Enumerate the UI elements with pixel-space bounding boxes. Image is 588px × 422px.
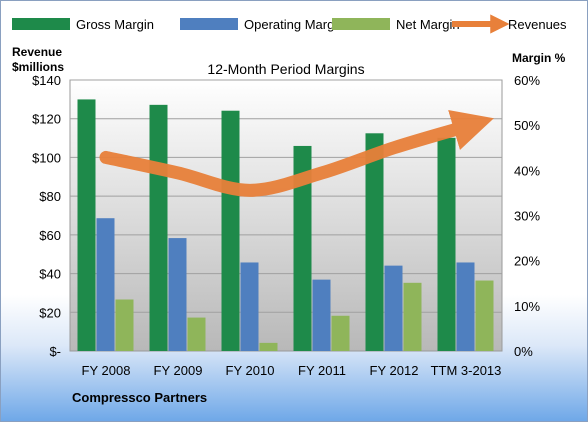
footer-company-name: Compressco Partners	[72, 390, 207, 405]
legend-label-operating-margin: Operating Margin	[244, 17, 344, 32]
left-tick-label: $120	[32, 112, 61, 127]
bar-operating-margin	[384, 265, 403, 351]
legend-label-net-margin: Net Margin	[396, 17, 460, 32]
left-tick-label: $40	[39, 267, 61, 282]
bar-net-margin	[259, 342, 278, 351]
chart-title: 12-Month Period Margins	[207, 61, 364, 77]
bar-net-margin	[475, 280, 494, 351]
bar-gross-margin	[77, 99, 96, 352]
legend: Gross Margin Operating Margin Net Margin…	[12, 14, 567, 34]
category-label: FY 2010	[226, 363, 275, 378]
right-axis-ticks: 0% 10% 20% 30% 40% 50% 60%	[514, 73, 540, 359]
revenue-series-line	[99, 110, 494, 197]
bar-net-margin	[331, 315, 350, 351]
left-axis-label-line1: Revenue	[12, 45, 62, 59]
bar-gross-margin	[149, 104, 168, 351]
left-tick-label: $20	[39, 305, 61, 320]
category-label: FY 2008	[82, 363, 131, 378]
right-tick-label: 10%	[514, 299, 540, 314]
bar-net-margin	[403, 282, 422, 351]
bar-operating-margin	[312, 279, 331, 351]
bar-gross-margin	[365, 133, 384, 351]
revenue-line	[99, 110, 494, 197]
bars	[77, 99, 494, 352]
bar-operating-margin	[240, 262, 259, 351]
category-labels: FY 2008 FY 2009 FY 2010 FY 2011 FY 2012 TTM 3…	[82, 363, 502, 378]
bar-operating-margin	[168, 238, 187, 351]
category-label: FY 2012	[370, 363, 419, 378]
right-tick-label: 30%	[514, 209, 540, 224]
bar-net-margin	[187, 317, 206, 351]
bar-gross-margin	[293, 145, 312, 351]
category-label: FY 2009	[154, 363, 203, 378]
left-tick-label: $60	[39, 228, 61, 243]
right-tick-label: 40%	[514, 163, 540, 178]
right-axis-label: Margin %	[512, 51, 566, 65]
left-tick-label: $100	[32, 150, 61, 165]
bar-operating-margin	[456, 262, 475, 351]
legend-swatch-gross-margin	[12, 18, 70, 30]
plot-area	[69, 79, 503, 352]
legend-label-gross-margin: Gross Margin	[76, 17, 154, 32]
bar-gross-margin	[221, 110, 240, 351]
legend-label-revenues: Revenues	[508, 17, 567, 32]
bar-operating-margin	[96, 218, 115, 351]
bar-gross-margin	[437, 137, 456, 351]
left-axis-ticks: $- $20 $40 $60 $80 $100 $120 $140	[32, 73, 61, 359]
legend-swatch-net-margin	[332, 18, 390, 30]
left-axis-label-line2: $millions	[12, 60, 64, 74]
right-tick-label: 50%	[514, 118, 540, 133]
legend-swatch-operating-margin	[180, 18, 238, 30]
bar-net-margin	[115, 299, 134, 351]
category-label: FY 2011	[298, 363, 346, 378]
left-tick-label: $140	[32, 73, 61, 88]
left-tick-label: $80	[39, 189, 61, 204]
right-tick-label: 0%	[514, 344, 533, 359]
right-tick-label: 60%	[514, 73, 540, 88]
left-tick-label: $-	[49, 344, 61, 359]
category-label: TTM 3-2013	[431, 363, 502, 378]
gridlines	[70, 79, 502, 313]
right-tick-label: 20%	[514, 254, 540, 269]
